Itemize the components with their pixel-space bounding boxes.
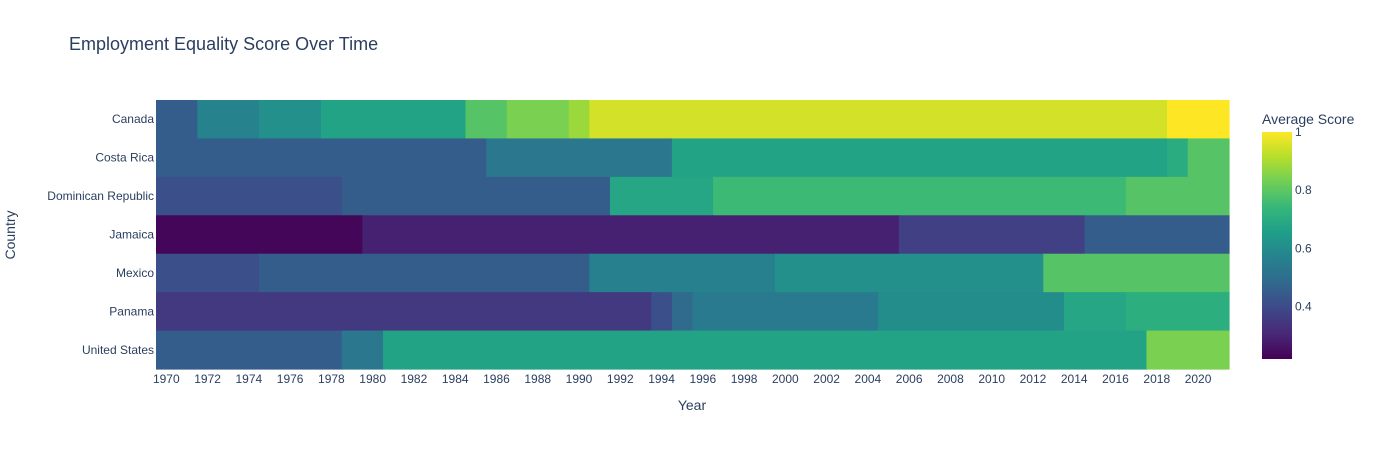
heatmap-cell: [259, 253, 590, 293]
heatmap-cell: [382, 330, 1148, 370]
heatmap-cell: [898, 215, 1086, 255]
x-tick-label: 2012: [1020, 372, 1047, 386]
heatmap-cell: [156, 215, 363, 255]
colorbar-title: Average Score: [1262, 111, 1355, 127]
heatmap-cell: [197, 100, 260, 140]
heatmap-cell: [568, 100, 590, 140]
x-tick-label: 1990: [566, 372, 593, 386]
y-axis-ticks: Canada Costa Rica Dominican Republic Jamaic…: [47, 112, 154, 357]
heatmap-cell: [259, 100, 322, 140]
heatmap-cell: [1125, 176, 1230, 216]
x-tick-label: 1978: [318, 372, 345, 386]
y-tick-label: Dominican Republic: [47, 189, 154, 203]
colorbar-tick-label: 0.8: [1295, 183, 1312, 197]
y-tick-label: Panama: [109, 304, 154, 318]
y-tick-label: Jamaica: [109, 228, 154, 242]
x-tick-label: 1974: [236, 372, 263, 386]
y-tick-label: United States: [82, 343, 154, 357]
x-tick-label: 2000: [772, 372, 799, 386]
heatmap-cell: [1167, 138, 1189, 178]
colorbar-ticks: 0.4 0.6 0.8 1: [1295, 125, 1312, 314]
x-tick-label: 2018: [1143, 372, 1170, 386]
heatmap-cell: [341, 330, 384, 370]
chart-title: Employment Equality Score Over Time: [69, 34, 378, 54]
y-tick-label: Mexico: [116, 266, 154, 280]
heatmap-cell: [589, 100, 1168, 140]
heatmap-cell: [156, 138, 487, 178]
x-axis-title: Year: [678, 397, 707, 413]
heatmap-cell: [465, 100, 508, 140]
colorbar-tick-label: 0.4: [1295, 300, 1312, 314]
x-axis-ticks: 1970 1972 1974 1976 1978 1980 1982 1984 1986 1988…: [153, 372, 1212, 386]
x-tick-label: 1982: [401, 372, 428, 386]
heatmap-cell: [671, 292, 694, 332]
x-tick-label: 1972: [194, 372, 221, 386]
x-tick-label: 2006: [896, 372, 923, 386]
x-tick-label: 1996: [689, 372, 716, 386]
x-tick-label: 1992: [607, 372, 634, 386]
heatmap-cell: [362, 215, 900, 255]
x-tick-label: 2014: [1061, 372, 1088, 386]
colorbar-tick-label: 0.6: [1295, 241, 1312, 255]
heatmap-cell: [692, 292, 879, 332]
heatmap-cell: [1084, 215, 1230, 255]
heatmap-cell: [341, 176, 611, 216]
heatmap-cell: [651, 292, 673, 332]
x-tick-label: 1970: [153, 372, 180, 386]
heatmap-cell: [321, 100, 467, 140]
heatmap-cell: [156, 330, 343, 370]
heatmap-cell: [1187, 138, 1230, 178]
heatmap-cell: [589, 253, 776, 293]
heatmap-cells: [156, 100, 1230, 370]
heatmap-cell: [775, 253, 1044, 293]
heatmap-cell: [1125, 292, 1230, 332]
x-tick-label: 2016: [1102, 372, 1129, 386]
x-tick-label: 2010: [978, 372, 1005, 386]
heatmap-cell: [671, 138, 1168, 178]
heatmap-cell: [156, 176, 343, 216]
x-tick-label: 2008: [937, 372, 964, 386]
x-tick-label: 1980: [359, 372, 386, 386]
x-tick-label: 1984: [442, 372, 469, 386]
x-tick-label: 2002: [813, 372, 840, 386]
x-tick-label: 1986: [483, 372, 510, 386]
colorbar-tick-label: 1: [1295, 125, 1302, 139]
x-tick-label: 1976: [277, 372, 304, 386]
heatmap-cell: [506, 100, 570, 140]
heatmap-cell: [1063, 292, 1127, 332]
x-tick-label: 1994: [648, 372, 675, 386]
heatmap-cell: [156, 100, 198, 140]
x-tick-label: 1988: [524, 372, 551, 386]
colorbar: [1262, 132, 1292, 359]
heatmap-cell: [878, 292, 1065, 332]
heatmap-cell: [1167, 100, 1230, 140]
y-axis-title: Country: [2, 210, 18, 259]
y-tick-label: Canada: [112, 112, 154, 126]
heatmap-cell: [1146, 330, 1230, 370]
x-tick-label: 2020: [1185, 372, 1212, 386]
x-tick-label: 2004: [855, 372, 882, 386]
heatmap-cell: [609, 176, 714, 216]
y-tick-label: Costa Rica: [95, 151, 154, 165]
heatmap-cell: [713, 176, 1127, 216]
heatmap-cell: [1043, 253, 1230, 293]
heatmap-cell: [156, 253, 260, 293]
x-tick-label: 1998: [731, 372, 758, 386]
heatmap-cell: [486, 138, 673, 178]
heatmap-cell: [156, 292, 652, 332]
